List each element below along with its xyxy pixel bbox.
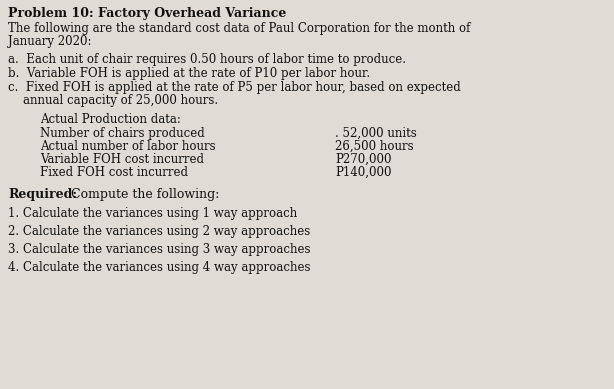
Text: 26,500 hours: 26,500 hours: [335, 140, 414, 153]
Text: Compute the following:: Compute the following:: [67, 188, 219, 201]
Text: a.  Each unit of chair requires 0.50 hours of labor time to produce.: a. Each unit of chair requires 0.50 hour…: [8, 53, 406, 66]
Text: Required:: Required:: [8, 188, 77, 201]
Text: Number of chairs produced: Number of chairs produced: [40, 127, 204, 140]
Text: 2. Calculate the variances using 2 way approaches: 2. Calculate the variances using 2 way a…: [8, 225, 310, 238]
Text: Problem 10: Factory Overhead Variance: Problem 10: Factory Overhead Variance: [8, 7, 286, 20]
Text: 3. Calculate the variances using 3 way approaches: 3. Calculate the variances using 3 way a…: [8, 243, 311, 256]
Text: Variable FOH cost incurred: Variable FOH cost incurred: [40, 153, 204, 166]
Text: b.  Variable FOH is applied at the rate of P10 per labor hour.: b. Variable FOH is applied at the rate o…: [8, 67, 370, 80]
Text: c.  Fixed FOH is applied at the rate of P5 per labor hour, based on expected: c. Fixed FOH is applied at the rate of P…: [8, 81, 460, 94]
Text: P140,000: P140,000: [335, 166, 392, 179]
Text: Actual number of labor hours: Actual number of labor hours: [40, 140, 216, 153]
Text: . 52,000 units: . 52,000 units: [335, 127, 417, 140]
Text: P270,000: P270,000: [335, 153, 392, 166]
Text: 1. Calculate the variances using 1 way approach: 1. Calculate the variances using 1 way a…: [8, 207, 297, 220]
Text: annual capacity of 25,000 hours.: annual capacity of 25,000 hours.: [8, 94, 218, 107]
Text: Actual Production data:: Actual Production data:: [40, 113, 181, 126]
Text: January 2020:: January 2020:: [8, 35, 91, 48]
Text: The following are the standard cost data of Paul Corporation for the month of: The following are the standard cost data…: [8, 22, 470, 35]
Text: Fixed FOH cost incurred: Fixed FOH cost incurred: [40, 166, 188, 179]
Text: 4. Calculate the variances using 4 way approaches: 4. Calculate the variances using 4 way a…: [8, 261, 311, 274]
